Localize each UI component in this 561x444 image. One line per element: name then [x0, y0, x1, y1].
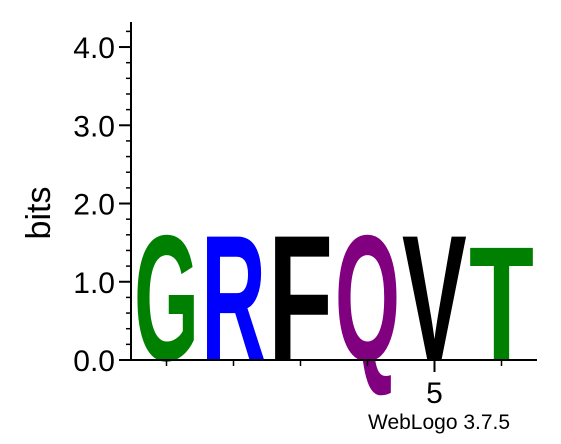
weblogo-credit: WebLogo 3.7.5 [368, 411, 511, 434]
y-tick-label: 4.0 [73, 32, 115, 65]
logo-letter-g: G [134, 197, 199, 398]
y-tick-label: 1.0 [73, 267, 115, 300]
logo-letter-q: Q [335, 197, 400, 398]
y-tick-label: 2.0 [73, 189, 115, 222]
axes: 0.0 1.0 2.0 3.0 4.0 bits 5 [20, 22, 537, 410]
logo-letter-t: T [469, 213, 534, 395]
y-axis-label: bits [20, 187, 58, 240]
y-tick-label: 3.0 [73, 110, 115, 143]
logo-letter-f: F [268, 199, 333, 398]
x-tick-label: 5 [426, 377, 443, 410]
logo-letter-r: R [201, 199, 266, 399]
y-tick-label: 0.0 [73, 345, 115, 378]
